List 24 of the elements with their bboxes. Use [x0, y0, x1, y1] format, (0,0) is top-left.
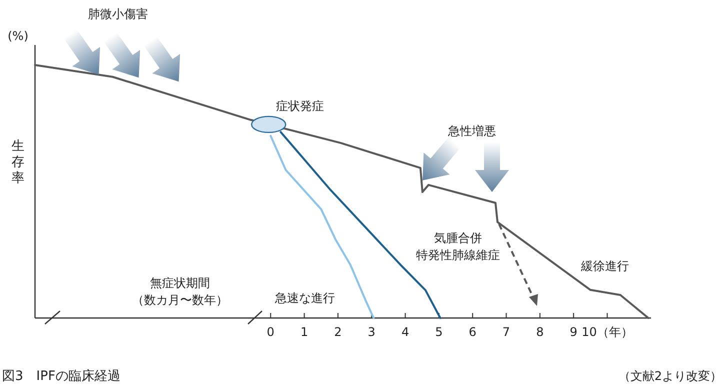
- annotation: 緩徐進行: [580, 259, 629, 273]
- y-axis-title: 生存率: [12, 139, 24, 186]
- x-tick-label: 8: [536, 325, 544, 339]
- text: (%): [8, 29, 28, 43]
- annotation: 特発性肺線維症: [416, 248, 500, 262]
- annotation: （数カ月〜数年）: [132, 293, 228, 307]
- x-tick-label: 1: [300, 325, 308, 339]
- text: （文献2より改変）: [618, 369, 722, 383]
- annotation: 急速な進行: [274, 291, 335, 305]
- annotation: 症状発症: [276, 99, 324, 113]
- x-tick-label: 3: [368, 325, 376, 339]
- annotation: 急性増悪: [447, 124, 496, 138]
- x-tick-label: 4: [401, 325, 410, 339]
- x-tick-label: 7: [502, 325, 510, 339]
- text: 肺微小傷害: [88, 7, 148, 21]
- x-tick-label: 0: [266, 325, 274, 339]
- x-tick-label: 2: [334, 325, 342, 339]
- x-tick-label: 9: [570, 325, 578, 339]
- x-tick-label: 10（年）: [582, 325, 633, 339]
- x-tick-label: 6: [468, 325, 476, 339]
- text: 図3 IPFの臨床経過: [2, 369, 120, 384]
- annotation: 無症状期間: [150, 276, 210, 290]
- annotation: 気腫合併: [434, 231, 482, 245]
- x-tick-label: 5: [435, 325, 443, 339]
